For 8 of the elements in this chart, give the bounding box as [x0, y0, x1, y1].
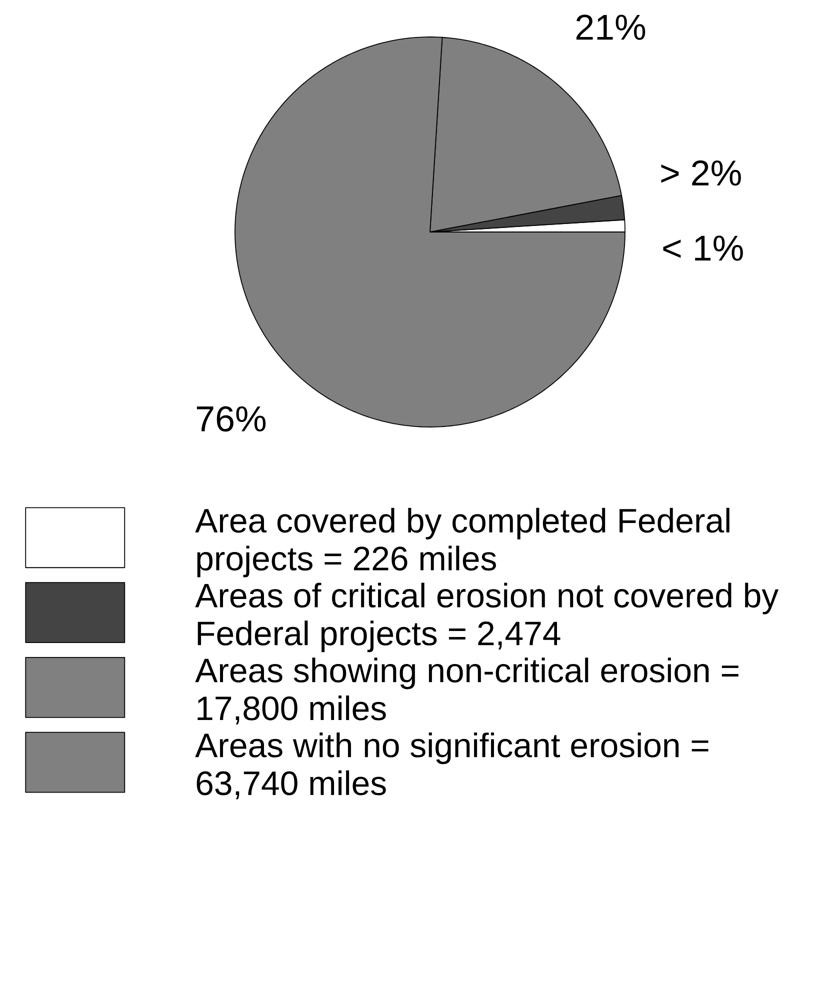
legend-label: Areas showing non-critical erosion = 17,800 miles [195, 658, 738, 724]
data-label: > 2% [661, 160, 741, 186]
data-label: < 1% [663, 236, 743, 261]
legend-label: Areas with no significant erosion = 63,740 miles [195, 732, 708, 800]
legend-label: Areas of critical erosion not covered by Federal projects = 2,474 [195, 582, 779, 652]
legend-label: Area covered by completed Federal projects = 226 miles [195, 508, 730, 578]
data-label: 21% [576, 14, 646, 40]
data-label: 76% [196, 406, 266, 432]
